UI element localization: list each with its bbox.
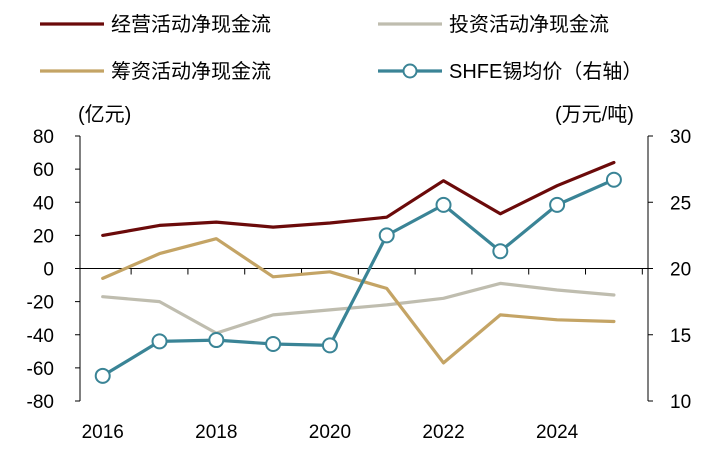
right-tick-label: 10 [670, 392, 691, 413]
x-tick-label: 2020 [309, 422, 351, 443]
series-1-line [101, 160, 616, 237]
series-1 [101, 160, 616, 237]
left-tick-label: -60 [27, 359, 54, 380]
legend-marker-4 [402, 63, 418, 79]
right-tick-label: 20 [670, 260, 691, 281]
right-tick-label: 25 [670, 193, 691, 214]
x-tick-label: 2018 [195, 422, 237, 443]
legend-label-1: 经营活动净现金流 [111, 13, 271, 36]
series-4-point [435, 196, 452, 213]
series-4 [94, 171, 622, 384]
series-2 [101, 281, 616, 335]
series-2-line [101, 281, 616, 335]
series-4-point [208, 332, 225, 349]
series-4-point [94, 367, 111, 384]
series-4-point [378, 227, 395, 244]
series-4-point [492, 243, 509, 260]
right-tick-label: 15 [670, 326, 691, 347]
series-layer [94, 160, 622, 384]
series-4-line [101, 178, 616, 378]
left-tick-label: 0 [43, 260, 54, 281]
left-tick-label: 60 [33, 160, 54, 181]
series-4-point [605, 171, 622, 188]
x-tick-label: 2024 [536, 422, 579, 443]
series-3-line [101, 237, 616, 365]
left-tick-label: -40 [27, 326, 54, 347]
left-axis-unit: (亿元) [78, 103, 131, 126]
legend-label-4: SHFE锡均价（右轴） [449, 60, 642, 83]
x-tick-label: 2022 [422, 422, 464, 443]
axes [75, 135, 653, 402]
legend-label-2: 投资活动净现金流 [449, 13, 609, 36]
left-tick-label: -80 [27, 392, 54, 413]
right-axis-unit: (万元/吨) [555, 103, 634, 126]
left-tick-label: 80 [33, 127, 54, 148]
series-4-point [321, 337, 338, 354]
series-4-point [265, 336, 282, 353]
left-tick-label: 40 [33, 193, 54, 214]
left-tick-label: -20 [27, 293, 54, 314]
series-4-point [549, 196, 566, 213]
tick-labels: 80 60 40 20 0 -20 -40 -60 -80 30 25 20 15 10 2016 2018 2… [27, 127, 692, 443]
legend-label-3: 筹资活动净现金流 [111, 60, 271, 83]
series-4-point [151, 333, 168, 350]
x-tick-label: 2016 [82, 422, 124, 443]
right-tick-label: 30 [670, 127, 691, 148]
left-tick-label: 20 [33, 226, 54, 247]
series-3 [101, 237, 616, 365]
